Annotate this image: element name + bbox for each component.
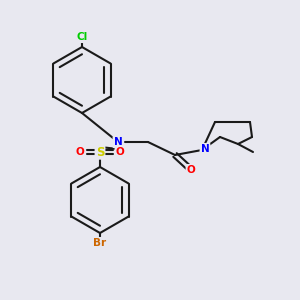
Text: O: O: [187, 165, 195, 175]
Text: N: N: [114, 137, 122, 147]
Text: O: O: [116, 147, 124, 157]
Text: N: N: [201, 144, 209, 154]
Text: O: O: [76, 147, 84, 157]
Text: Br: Br: [93, 238, 106, 248]
Text: Cl: Cl: [76, 32, 88, 42]
Text: S: S: [96, 146, 104, 158]
